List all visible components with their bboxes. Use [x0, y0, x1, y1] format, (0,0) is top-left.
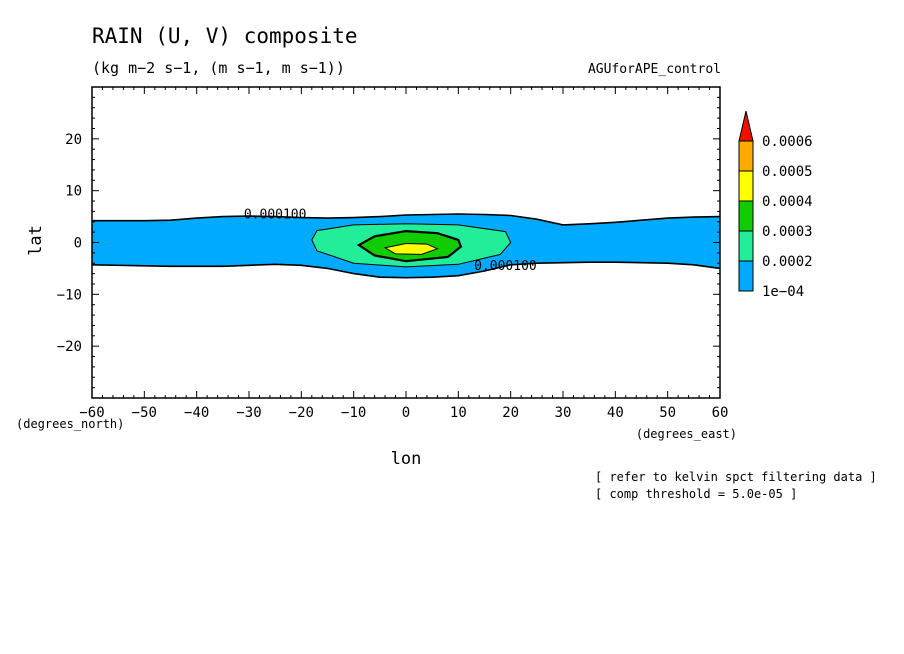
y-tick-label: 10: [65, 184, 82, 200]
x-tick-label: −50: [132, 405, 157, 421]
x-tick-label: −30: [236, 405, 261, 421]
x-tick-label: −40: [184, 405, 209, 421]
colorbar-swatch: [738, 140, 754, 172]
axis-ticks: [91, 86, 721, 399]
dataset-name: AGUforAPE_control: [587, 62, 721, 77]
colorbar: 1e−04 0.0002 0.0003 0.0004 0.0005 0.0006: [738, 110, 813, 300]
x-tick-label: 60: [712, 405, 729, 421]
y-tick-label: −20: [57, 339, 82, 355]
axis-labels: lon lat (degrees_east) (degrees_north): [16, 225, 737, 469]
colorbar-swatch: [738, 260, 754, 292]
x-tick-label: 20: [502, 405, 519, 421]
contour-labels: 0.000100 0.000100: [244, 208, 537, 274]
colorbar-label: 0.0002: [762, 254, 813, 270]
x-tick-label: −20: [289, 405, 314, 421]
x-tick-label: 10: [450, 405, 467, 421]
contour-label: 0.000100: [474, 259, 537, 274]
y-tick-label: −10: [57, 287, 82, 303]
colorbar-label: 0.0006: [762, 134, 813, 150]
x-tick-label: 40: [607, 405, 624, 421]
chart-title: RAIN (U, V) composite: [92, 24, 358, 48]
x-tick-label: 0: [402, 405, 410, 421]
y-unit-label: (degrees_north): [16, 417, 124, 431]
x-tick-label: 50: [659, 405, 676, 421]
x-tick-label: −60: [79, 405, 104, 421]
contour-lines: [91, 213, 721, 279]
colorbar-label: 0.0004: [762, 194, 813, 210]
colorbar-label: 0.0003: [762, 224, 813, 240]
contour-line-3: [383, 242, 439, 255]
contour-line-lower: [91, 261, 721, 279]
y-tick-label: 20: [65, 132, 82, 148]
contour-label: 0.000100: [244, 208, 307, 223]
colorbar-label: 0.0005: [762, 164, 813, 180]
contour-line-2: [356, 229, 463, 263]
colorbar-swatch: [738, 200, 754, 232]
x-axis-label: lon: [391, 449, 422, 469]
colorbar-extend-max: [738, 110, 754, 142]
contour-line-upper: [92, 213, 721, 226]
colorbar-swatch: [738, 230, 754, 262]
colorbar-label: 1e−04: [762, 284, 804, 300]
x-unit-label: (degrees_east): [636, 427, 737, 441]
contour-fill-3: [385, 243, 438, 255]
y-tick-label: 0: [74, 236, 82, 252]
contour-line-1: [311, 223, 512, 268]
colorbar-swatch: [738, 170, 754, 202]
chart-units: (kg m−2 s−1, (m s−1, m s−1)): [92, 59, 345, 77]
note-filtering: [ refer to kelvin spct filtering data ]: [595, 470, 877, 484]
contour-fills: [92, 214, 720, 278]
axis-tick-labels: −60 −50 −40 −30 −20 −10 0 10 20 30 40 50 60 20 10 0 −10 −…: [57, 132, 729, 421]
x-tick-label: 30: [555, 405, 572, 421]
note-threshold: [ comp threshold = 5.0e-05 ]: [595, 487, 798, 501]
x-tick-label: −10: [341, 405, 366, 421]
y-axis-label: lat: [26, 225, 46, 256]
